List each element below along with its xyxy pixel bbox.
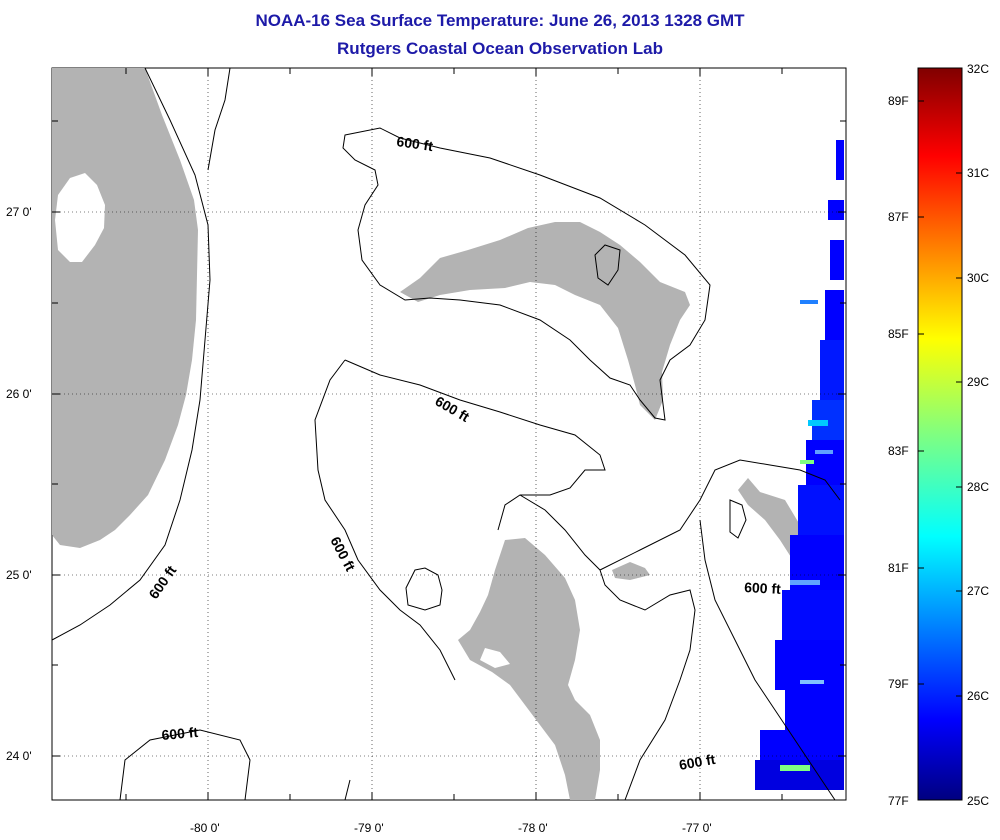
x-tick-label: -80 0' — [190, 821, 220, 835]
colorbar-c-label: 32C — [967, 62, 989, 76]
y-tick-label: 24 0' — [6, 749, 32, 763]
contour-label: 600 ft — [396, 133, 435, 154]
sst-swath — [755, 140, 844, 790]
colorbar-ticks — [918, 100, 962, 697]
colorbar-c-label: 26C — [967, 689, 989, 703]
contour-label: 600 ft — [744, 579, 782, 597]
colorbar-f-label: 77F — [888, 794, 909, 808]
colorbar-c-label: 25C — [967, 794, 989, 808]
colorbar — [917, 67, 963, 801]
colorbar-f-label: 81F — [888, 561, 909, 575]
colorbar-f-label: 89F — [888, 94, 909, 108]
colorbar-f-label: 85F — [888, 327, 909, 341]
contour-label: 600 ft — [678, 751, 717, 773]
lat-lon-grid — [52, 68, 846, 800]
colorbar-f-label: 83F — [888, 444, 909, 458]
andros-lake — [480, 648, 510, 668]
y-tick-label: 27 0' — [6, 205, 32, 219]
land-berry-islands — [612, 562, 650, 580]
lake-okeechobee — [55, 173, 105, 262]
land-andros — [458, 538, 600, 800]
frame-ticks — [52, 68, 846, 800]
colorbar-c-label: 31C — [967, 166, 989, 180]
chart-subtitle: Rutgers Coastal Ocean Observation Lab — [337, 39, 663, 58]
colorbar-c-label: 30C — [967, 271, 989, 285]
colorbar-c-label: 29C — [967, 375, 989, 389]
colorbar-f-label: 87F — [888, 210, 909, 224]
colorbar-c-label: 28C — [967, 480, 989, 494]
x-tick-label: -78 0' — [518, 821, 548, 835]
y-tick-label: 26 0' — [6, 387, 32, 401]
x-tick-label: -79 0' — [354, 821, 384, 835]
colorbar-c-label: 27C — [967, 584, 989, 598]
chart-title: NOAA-16 Sea Surface Temperature: June 26… — [255, 11, 745, 30]
x-tick-label: -77 0' — [682, 821, 712, 835]
isobath-contours — [52, 68, 841, 800]
contour-label: 600 ft — [161, 724, 199, 743]
colorbar-f-label: 79F — [888, 677, 909, 691]
y-tick-label: 25 0' — [6, 568, 32, 582]
